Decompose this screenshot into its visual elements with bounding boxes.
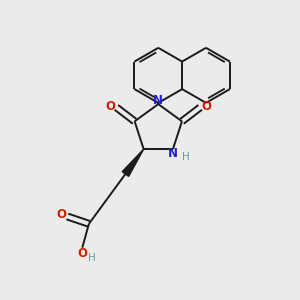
- Text: H: H: [182, 152, 189, 162]
- Text: N: N: [168, 147, 178, 160]
- Text: O: O: [105, 100, 116, 113]
- Text: O: O: [201, 100, 211, 113]
- Text: H: H: [88, 253, 95, 262]
- Polygon shape: [122, 149, 144, 176]
- Text: O: O: [56, 208, 66, 221]
- Text: O: O: [77, 247, 87, 260]
- Text: N: N: [153, 94, 163, 106]
